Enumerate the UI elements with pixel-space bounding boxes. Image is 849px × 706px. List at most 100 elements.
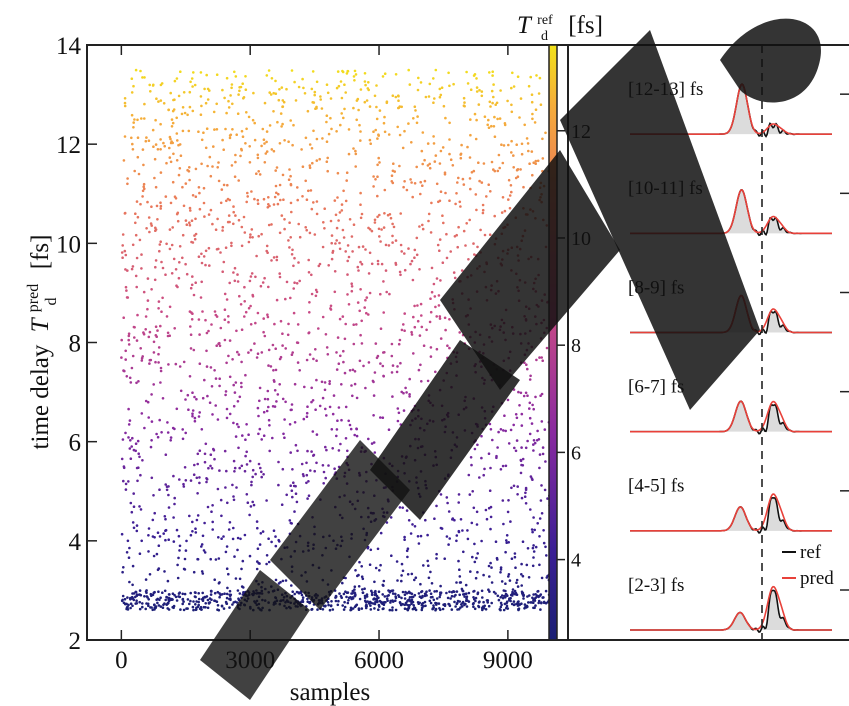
scatter-point — [391, 169, 395, 173]
scatter-point — [181, 437, 185, 441]
scatter-point — [499, 605, 503, 609]
scatter-point — [131, 521, 135, 524]
scatter-point — [132, 505, 136, 509]
scatter-point — [481, 605, 485, 608]
scatter-point — [529, 75, 532, 79]
scatter-point — [435, 347, 439, 351]
scatter-point — [419, 81, 423, 84]
scatter-point — [374, 342, 378, 345]
scatter-point — [376, 262, 380, 266]
scatter-point — [403, 538, 406, 541]
scatter-point — [267, 69, 271, 72]
scatter-point — [290, 403, 294, 406]
scatter-point — [475, 118, 478, 122]
scatter-point — [434, 68, 438, 72]
scatter-point — [175, 528, 179, 532]
scatter-point — [193, 234, 196, 237]
scatter-point — [298, 279, 302, 283]
scatter-point — [371, 379, 375, 383]
scatter-point — [403, 535, 406, 539]
scatter-point — [135, 256, 139, 260]
scatter-point — [290, 353, 294, 357]
scatter-point — [420, 608, 424, 612]
scatter-point — [163, 570, 166, 573]
scatter-point — [538, 356, 541, 359]
scatter-point — [259, 532, 263, 535]
scatter-point — [413, 248, 417, 252]
scatter-point — [363, 594, 367, 598]
scatter-point — [275, 191, 278, 195]
scatter-point — [426, 379, 430, 383]
scatter-point — [139, 473, 142, 477]
scatter-point — [202, 186, 206, 190]
scatter-point — [531, 596, 534, 600]
scatter-point — [200, 543, 204, 546]
scatter-point — [178, 544, 182, 548]
scatter-point — [525, 363, 528, 367]
scatter-point — [178, 143, 182, 146]
scatter-point — [278, 88, 281, 91]
scatter-point — [245, 200, 248, 204]
scatter-point — [267, 418, 271, 422]
scatter-point — [301, 195, 304, 198]
scatter-point — [166, 579, 170, 583]
scatter-point — [130, 113, 134, 117]
scatter-point — [241, 135, 245, 138]
scatter-point — [456, 608, 459, 611]
scatter-point — [199, 95, 203, 98]
scatter-point — [326, 91, 330, 95]
scatter-point — [536, 590, 539, 593]
scatter-point — [491, 101, 494, 105]
x-axis-title: samples — [290, 679, 371, 706]
scatter-point — [516, 485, 519, 488]
scatter-point — [223, 292, 227, 296]
scatter-point — [270, 77, 274, 80]
scatter-point — [146, 200, 149, 204]
scatter-point — [136, 215, 140, 219]
scatter-point — [445, 256, 449, 260]
scatter-point — [146, 400, 150, 404]
scatter-point — [347, 255, 351, 259]
scatter-point — [364, 298, 367, 302]
scatter-point — [360, 342, 364, 345]
scatter-point — [336, 603, 340, 607]
scatter-point — [514, 593, 517, 596]
scatter-point — [227, 106, 231, 109]
scatter-point — [444, 191, 447, 195]
scatter-point — [140, 253, 143, 256]
scatter-point — [487, 604, 491, 608]
scatter-point — [426, 164, 430, 167]
scatter-point — [247, 306, 251, 310]
scatter-point — [397, 594, 400, 597]
scatter-point — [157, 307, 160, 310]
scatter-point — [432, 101, 435, 104]
scatter-point — [293, 382, 297, 386]
scatter-point — [223, 308, 227, 312]
scatter-point — [465, 222, 469, 225]
colorbar-tick-label: 8 — [571, 335, 581, 357]
scatter-point — [370, 442, 374, 445]
scatter-point — [296, 449, 299, 453]
scatter-point — [160, 260, 163, 264]
scatter-point — [270, 223, 273, 226]
scatter-point — [143, 595, 146, 598]
scatter-point — [132, 598, 136, 602]
scatter-point — [401, 506, 405, 510]
scatter-point — [136, 479, 139, 483]
scatter-point — [159, 138, 162, 141]
scatter-point — [328, 405, 332, 409]
scatter-point — [204, 602, 207, 605]
scatter-point — [203, 452, 207, 456]
scatter-point — [517, 603, 520, 607]
scatter-point — [250, 483, 253, 487]
scatter-point — [389, 216, 393, 220]
scatter-point — [544, 131, 547, 135]
scatter-point — [162, 102, 166, 105]
scatter-point — [468, 218, 472, 222]
scatter-point — [281, 99, 285, 102]
scatter-point — [529, 374, 532, 378]
scatter-point — [429, 297, 432, 301]
scatter-point — [372, 602, 375, 605]
scatter-point — [121, 233, 125, 236]
scatter-point — [134, 442, 138, 446]
